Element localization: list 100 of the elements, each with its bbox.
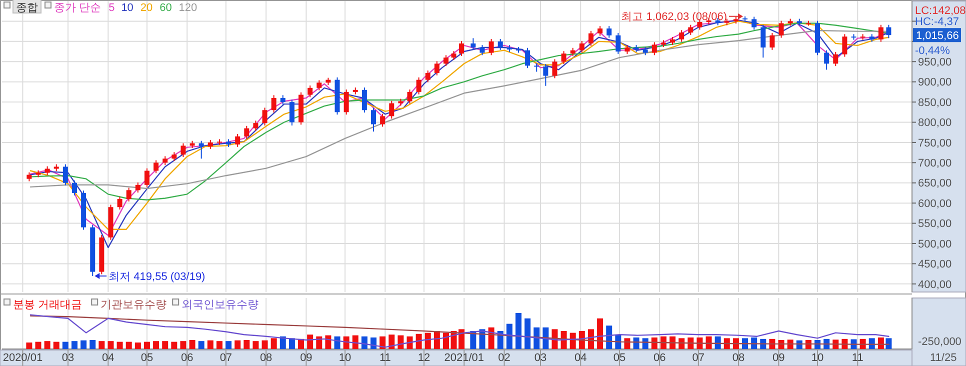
bar	[80, 340, 87, 349]
candlestick	[371, 107, 376, 132]
bar	[35, 342, 42, 349]
bar	[207, 340, 214, 349]
bar	[62, 342, 68, 349]
candlestick	[180, 142, 186, 158]
bar	[226, 341, 232, 349]
y-tick-label: 550,00	[918, 218, 952, 230]
x-tick-label: 10	[811, 352, 824, 364]
bar	[108, 341, 114, 349]
text: 10	[121, 2, 134, 14]
x-tick-label: 12	[418, 352, 430, 364]
bar	[678, 338, 685, 349]
bar	[624, 338, 630, 349]
bar	[44, 341, 50, 349]
candlestick	[244, 125, 250, 140]
bar	[398, 335, 404, 349]
x-tick-label: 08	[732, 352, 745, 364]
x-tick-label: 2021/01	[444, 352, 484, 364]
candlestick	[117, 196, 122, 210]
candlestick	[598, 26, 603, 36]
bar	[26, 342, 32, 349]
bar	[515, 313, 522, 349]
candlestick	[144, 168, 150, 188]
candlestick	[488, 38, 494, 56]
bar	[234, 340, 241, 349]
x-tick-label: 05	[613, 352, 626, 364]
annotation: 최저 419,55 (03/19)	[108, 270, 206, 283]
bar	[162, 341, 168, 349]
bar	[198, 341, 204, 349]
bar	[570, 332, 576, 349]
candlestick	[770, 32, 775, 50]
text: 11/25	[930, 352, 957, 364]
bar	[406, 336, 413, 349]
bar	[724, 338, 730, 349]
bar	[732, 338, 739, 349]
bar	[388, 334, 395, 349]
candlestick	[362, 86, 367, 114]
candlestick	[778, 20, 784, 38]
x-tick-label: 2020/01	[2, 352, 43, 364]
candlestick	[198, 140, 204, 160]
x-tick-label: 11	[379, 352, 391, 364]
candlestick	[308, 84, 313, 98]
bar	[134, 342, 141, 349]
x-tick-label: 04	[102, 352, 114, 364]
bar	[252, 341, 259, 349]
text: HC:-4,37	[915, 16, 960, 28]
bar	[116, 342, 123, 349]
y-tick-label: 800,00	[918, 117, 952, 130]
candlestick	[842, 34, 848, 58]
candlestick	[470, 38, 476, 50]
candlestick	[543, 64, 548, 86]
candlestick	[262, 107, 268, 126]
candlestick	[480, 44, 485, 56]
chart-title: 종합	[16, 2, 38, 14]
bar	[442, 332, 449, 349]
bar	[144, 342, 150, 349]
x-tick-label: 09	[772, 352, 785, 364]
candlestick	[135, 182, 140, 194]
candlestick	[688, 24, 694, 36]
candlestick	[344, 89, 349, 116]
bar	[660, 336, 666, 349]
annotation: 최고 1,062,03 (08/06)	[621, 11, 728, 24]
bar	[98, 341, 105, 349]
candlestick	[380, 113, 386, 128]
bar	[886, 338, 892, 349]
candlestick	[416, 76, 422, 95]
bar	[597, 318, 604, 349]
bar	[534, 327, 540, 349]
text: 1,015,66	[916, 30, 959, 42]
bar	[53, 342, 60, 349]
x-tick-label: 03	[534, 352, 547, 364]
x-tick-label: 03	[62, 352, 74, 364]
bar	[714, 336, 721, 349]
candlestick	[606, 26, 612, 38]
candlestick	[443, 54, 448, 67]
candlestick	[280, 94, 286, 105]
candlestick	[289, 99, 294, 126]
candlestick	[760, 24, 766, 58]
y-tick-label: 400,00	[918, 278, 952, 291]
bar	[262, 340, 268, 349]
x-tick-label: 08	[260, 352, 272, 364]
candlestick	[878, 24, 884, 42]
candlestick	[72, 180, 77, 196]
candlestick	[886, 24, 892, 39]
bar	[216, 341, 222, 349]
bar	[361, 336, 368, 349]
bar	[424, 332, 431, 349]
bar	[171, 342, 178, 349]
bar	[244, 340, 250, 349]
bar	[542, 327, 549, 349]
bar	[651, 337, 658, 349]
candlestick	[316, 80, 322, 91]
candlestick	[253, 120, 258, 132]
candlestick	[679, 30, 684, 42]
bar	[325, 335, 332, 349]
text: -250,000	[918, 336, 962, 348]
x-tick-label: 11	[852, 352, 864, 364]
y-tick-label: 850,00	[918, 96, 952, 109]
candlestick	[389, 100, 394, 120]
